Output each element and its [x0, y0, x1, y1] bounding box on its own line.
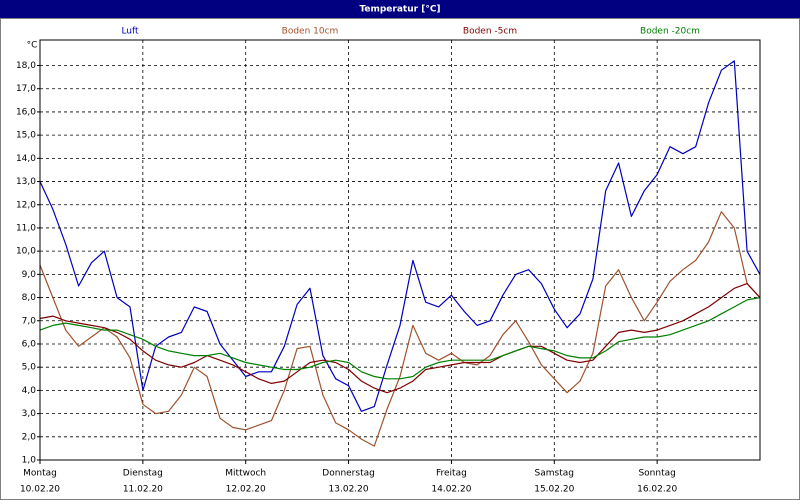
x-tick-label: Samstag [535, 469, 574, 479]
y-tick-label: 9,0 [22, 270, 37, 280]
x-tick-label: Sonntag [638, 469, 675, 479]
legend-entry: Luft [121, 27, 139, 37]
y-tick-label: 17,0 [16, 84, 36, 94]
y-tick-label: 11,0 [16, 223, 36, 233]
y-tick-label: 18,0 [16, 61, 36, 71]
y-tick-label: 16,0 [16, 107, 36, 117]
y-tick-label: 2,0 [22, 432, 37, 442]
series-line [39, 211, 761, 447]
y-tick-label: 3,0 [22, 409, 37, 419]
x-tick-date: 12.02.20 [226, 485, 266, 495]
y-tick-label: 15,0 [16, 131, 36, 141]
x-tick-date: 14.02.20 [431, 485, 471, 495]
y-tick-label: 13,0 [16, 177, 36, 187]
y-tick-label: 8,0 [22, 293, 37, 303]
title-bar [0, 0, 800, 18]
y-tick-label: 12,0 [16, 200, 36, 210]
x-tick-date: 10.02.20 [20, 485, 60, 495]
series-line [39, 60, 761, 412]
plot-border [39, 39, 761, 461]
x-tick-date: 15.02.20 [534, 485, 574, 495]
y-tick-label: 6,0 [22, 339, 37, 349]
x-tick-label: Dienstag [123, 469, 163, 479]
x-tick-label: Donnerstag [322, 469, 375, 479]
legend-entry: Boden -5cm [463, 27, 517, 37]
x-tick-date: 11.02.20 [123, 485, 163, 495]
x-tick-date: 13.02.20 [329, 485, 369, 495]
y-tick-label: 7,0 [22, 316, 37, 326]
y-tick-label: 14,0 [16, 154, 36, 164]
x-tick-date: 16.02.20 [637, 485, 677, 495]
legend-entry: Boden -20cm [640, 27, 700, 37]
y-tick-label: 10,0 [16, 247, 36, 257]
series-line [39, 297, 761, 380]
y-axis-label: °C [27, 41, 38, 51]
plot-area [40, 40, 760, 460]
y-tick-label: 1,0 [22, 456, 37, 466]
legend-entry: Boden 10cm [282, 27, 339, 37]
chart-title: Temperatur [°C] [359, 5, 440, 15]
series-line [39, 283, 761, 394]
x-tick-label: Montag [23, 469, 57, 479]
y-tick-label: 4,0 [22, 386, 37, 396]
x-tick-label: Mittwoch [225, 469, 266, 479]
x-tick-label: Freitag [436, 469, 467, 479]
y-tick-label: 5,0 [22, 363, 37, 373]
